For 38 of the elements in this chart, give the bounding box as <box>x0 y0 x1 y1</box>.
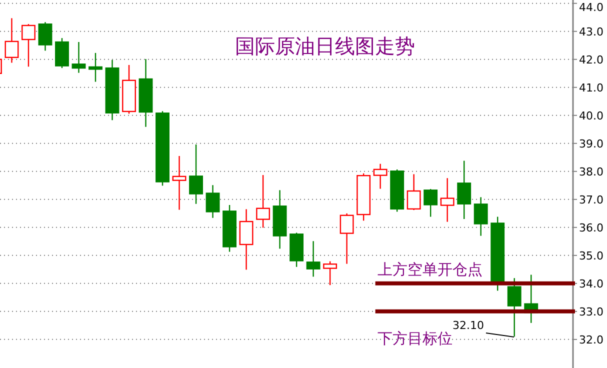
candlestick <box>440 178 454 222</box>
candlestick <box>189 144 203 204</box>
y-tick-label: 38.0 <box>579 165 604 178</box>
y-tick-label: 39.0 <box>579 137 604 150</box>
candlestick <box>457 160 472 220</box>
annotation: 32.10 <box>452 319 484 332</box>
y-tick-label: 44.0 <box>579 1 604 14</box>
y-tick-label: 37.0 <box>579 193 604 206</box>
y-tick-label: 40.0 <box>579 109 604 122</box>
candlestick <box>306 240 320 278</box>
candlestick <box>72 41 86 74</box>
candlestick <box>38 22 52 52</box>
candlestick <box>323 260 338 286</box>
candlestick <box>4 18 19 64</box>
candlestick <box>474 196 488 236</box>
candlestick <box>256 174 270 228</box>
y-tick-label: 41.0 <box>579 81 604 94</box>
candlestick <box>507 278 522 338</box>
y-tick-label: 35.0 <box>579 249 604 262</box>
candlestick <box>424 188 438 218</box>
y-tick-label: 34.0 <box>579 277 604 290</box>
candlestick <box>55 37 69 69</box>
candlestick <box>406 174 421 211</box>
y-tick-label: 32.0 <box>579 333 604 346</box>
text: 国际原油日线图走势 <box>235 34 415 58</box>
candlestick <box>340 212 354 264</box>
candlestick <box>172 155 186 210</box>
y-tick-label: 43.0 <box>579 25 604 38</box>
candlestick <box>373 163 388 190</box>
candlestick <box>22 23 36 68</box>
candlestick <box>88 52 102 82</box>
ref-line-label: 下方目标位 <box>377 329 452 348</box>
y-tick-label: 33.0 <box>579 305 604 318</box>
y-tick-label: 36.0 <box>579 221 604 234</box>
candlestick <box>239 208 254 270</box>
candlestick <box>206 184 220 218</box>
ref-line-label: 上方空单开仓点 <box>377 260 482 278</box>
y-tick-label: 42.0 <box>579 53 604 66</box>
